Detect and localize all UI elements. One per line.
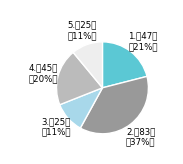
- Text: 1.゠47人
（21%）: 1.゠47人 （21%）: [128, 32, 158, 51]
- Text: 5.゠25人
（11%）: 5.゠25人 （11%）: [68, 20, 97, 40]
- Text: 3.゠25人
（11%）: 3.゠25人 （11%）: [41, 117, 71, 136]
- Wedge shape: [80, 76, 148, 134]
- Text: 4.゠45人
（20%）: 4.゠45人 （20%）: [28, 63, 58, 83]
- Wedge shape: [57, 52, 102, 105]
- Wedge shape: [60, 88, 102, 128]
- Wedge shape: [102, 42, 147, 88]
- Wedge shape: [73, 42, 102, 88]
- Text: 2.゠83人
（37%）: 2.゠83人 （37%）: [126, 127, 156, 146]
